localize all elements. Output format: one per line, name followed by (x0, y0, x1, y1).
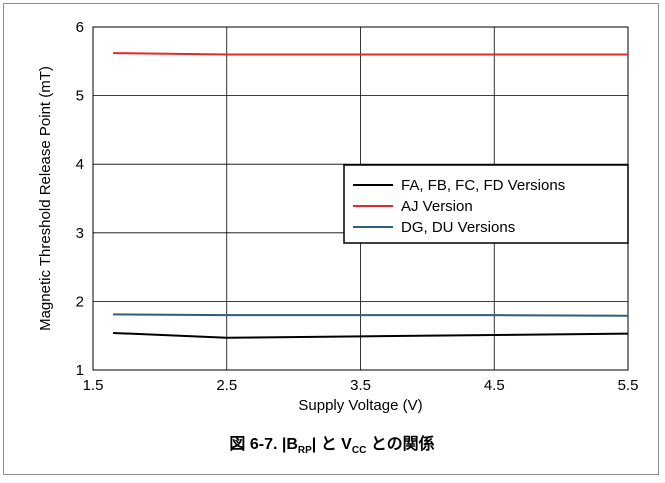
x-tick-label: 2.5 (216, 377, 237, 394)
y-tick-label: 6 (76, 19, 84, 36)
figure-caption: 図 6-7. |BRP| と VCC との関係 (229, 434, 434, 456)
x-tick-label: 3.5 (350, 377, 371, 394)
legend-box (343, 164, 629, 244)
x-tick-label: 5.5 (618, 377, 639, 394)
legend: FA, FB, FC, FD Versions AJ Version DG, DU … (343, 164, 629, 244)
series-line (113, 331, 629, 339)
series-line (113, 52, 628, 56)
y-tick-label: 3 (76, 225, 84, 242)
series-line (113, 313, 629, 317)
series-lines (113, 52, 629, 339)
y-tick-label: 5 (76, 88, 84, 105)
caption-prefix: 図 6-7. |B (229, 435, 298, 453)
x-axis-label: Supply Voltage (V) (298, 397, 422, 414)
y-axis-label: Magnetic Threshold Release Point (mT) (37, 66, 54, 331)
y-tick-label: 1 (76, 362, 84, 379)
caption-b-subscript: RP (298, 445, 312, 456)
caption-suffix: との関係 (366, 434, 434, 453)
legend-label: AJ Version (401, 198, 473, 215)
y-tick-label: 2 (76, 293, 84, 310)
x-tick-labels: 1.5 2.5 3.5 4.5 5.5 (83, 377, 639, 394)
caption-middle: | と V (312, 435, 352, 453)
x-tick-label: 4.5 (484, 377, 505, 394)
figure-frame (3, 3, 659, 475)
legend-label: DG, DU Versions (401, 219, 515, 236)
y-tick-label: 4 (76, 156, 84, 173)
legend-label: FA, FB, FC, FD Versions (401, 177, 565, 194)
y-tick-labels: 1 2 3 4 5 6 (76, 19, 84, 379)
x-tick-label: 1.5 (83, 377, 104, 394)
caption-v-subscript: CC (352, 445, 366, 456)
